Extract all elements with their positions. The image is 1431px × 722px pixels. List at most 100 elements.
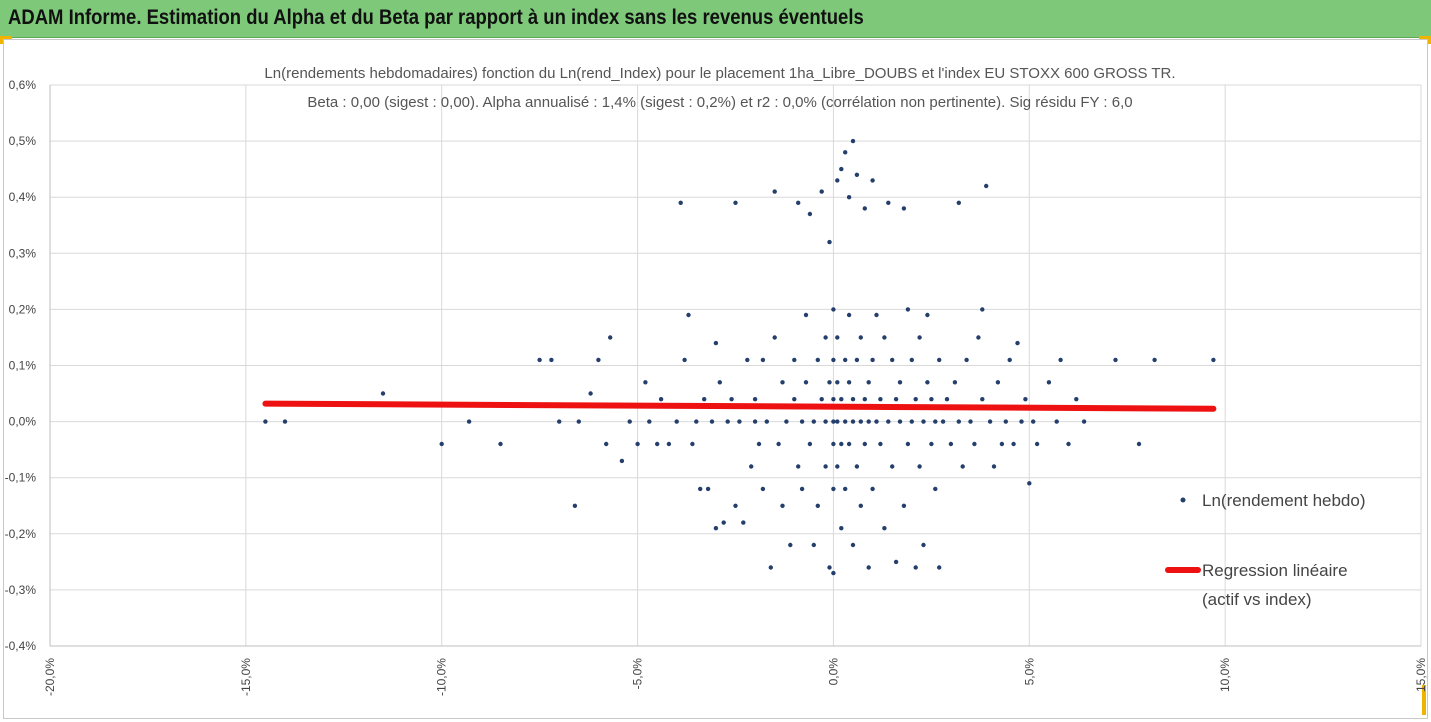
data-point: [858, 335, 863, 340]
data-point: [1066, 441, 1071, 447]
y-tick-label: 0,0%: [9, 415, 37, 429]
data-point: [776, 441, 781, 447]
data-point: [999, 441, 1005, 447]
data-point: [846, 312, 852, 318]
data-point: [921, 419, 926, 424]
data-point: [1031, 419, 1036, 424]
data-point: [729, 397, 734, 402]
data-point: [831, 419, 836, 424]
data-point: [1211, 357, 1216, 363]
data-point: [380, 391, 386, 396]
data-point: [811, 542, 816, 548]
data-point: [858, 419, 863, 424]
axes: 0,6% 0,5% 0,4% 0,3% 0,2% 0,1% 0,0% -0,1% -0,2% -0…: [5, 78, 1428, 696]
data-point: [588, 391, 593, 396]
data-point: [698, 486, 703, 492]
data-point: [835, 178, 840, 183]
legend: Ln(rendement hebdo) Regression linéaire …: [1165, 491, 1366, 609]
data-point: [498, 441, 503, 447]
data-point: [960, 464, 965, 469]
data-point: [823, 335, 828, 340]
data-point: [635, 441, 640, 447]
data-point: [1011, 441, 1016, 447]
data-point: [897, 380, 903, 385]
x-tick-label: -20,0%: [43, 658, 57, 696]
data-point: [846, 380, 852, 385]
data-point: [1015, 340, 1020, 346]
data-point: [282, 419, 288, 424]
data-point: [733, 503, 738, 508]
y-tick-label: 0,4%: [9, 190, 37, 204]
data-point: [886, 200, 891, 205]
data-point: [796, 464, 801, 469]
data-point: [929, 441, 934, 447]
data-point: [874, 419, 879, 424]
data-point: [952, 380, 958, 385]
data-point: [984, 183, 989, 189]
data-point: [882, 335, 887, 340]
data-point: [843, 486, 848, 492]
data-point: [1074, 397, 1079, 402]
data-point: [1027, 481, 1032, 486]
data-point: [803, 312, 809, 318]
data-point: [752, 419, 758, 424]
data-point: [917, 335, 922, 340]
data-point: [831, 397, 836, 402]
data-point: [576, 419, 581, 424]
data-point: [850, 138, 856, 144]
y-tick-label: 0,2%: [9, 302, 37, 316]
data-point: [921, 542, 926, 548]
data-point: [756, 441, 762, 447]
data-point: [890, 357, 895, 363]
data-point: [1058, 357, 1063, 363]
data-point: [831, 307, 836, 312]
data-point: [733, 200, 738, 205]
data-point: [1136, 441, 1142, 447]
regression-line: [262, 400, 1217, 412]
data-point: [862, 206, 867, 211]
data-point: [925, 380, 930, 385]
data-point: [784, 419, 789, 424]
data-point: [890, 464, 895, 469]
data-point: [893, 559, 899, 565]
data-point: [819, 189, 824, 194]
x-tick-label: 15,0%: [1414, 658, 1428, 692]
data-point: [901, 206, 907, 211]
data-point: [976, 335, 981, 340]
data-point: [913, 565, 918, 570]
data-point: [792, 357, 797, 363]
data-point: [905, 307, 911, 312]
data-point: [843, 419, 848, 424]
data-point: [937, 565, 942, 570]
data-point: [870, 486, 875, 492]
data-point: [741, 520, 746, 525]
data-point: [815, 357, 820, 363]
y-tick-label: -0,1%: [5, 471, 37, 485]
data-point: [964, 357, 969, 363]
data-point: [831, 486, 836, 492]
x-tick-label: 10,0%: [1218, 658, 1232, 692]
x-tick-label: -10,0%: [435, 658, 449, 696]
data-point: [878, 441, 883, 447]
data-point: [745, 357, 750, 363]
data-point: [870, 357, 875, 363]
data-point: [827, 239, 832, 245]
data-point: [980, 307, 985, 312]
corner-marker-left: [0, 36, 12, 40]
data-point: [823, 419, 828, 424]
data-point: [807, 211, 813, 217]
data-point: [831, 570, 836, 576]
data-point: [933, 419, 938, 424]
data-point: [713, 340, 719, 346]
data-point: [827, 565, 832, 570]
data-point: [717, 380, 722, 385]
data-point: [643, 380, 648, 385]
data-point: [772, 335, 777, 340]
data-point: [796, 200, 801, 205]
data-point: [846, 441, 852, 447]
data-point: [686, 312, 691, 318]
data-point: [839, 441, 844, 447]
chart-title-line-1: Ln(rendements hebdomadaires) fonction du…: [264, 65, 1175, 82]
data-point: [886, 419, 891, 424]
data-point: [815, 503, 820, 508]
